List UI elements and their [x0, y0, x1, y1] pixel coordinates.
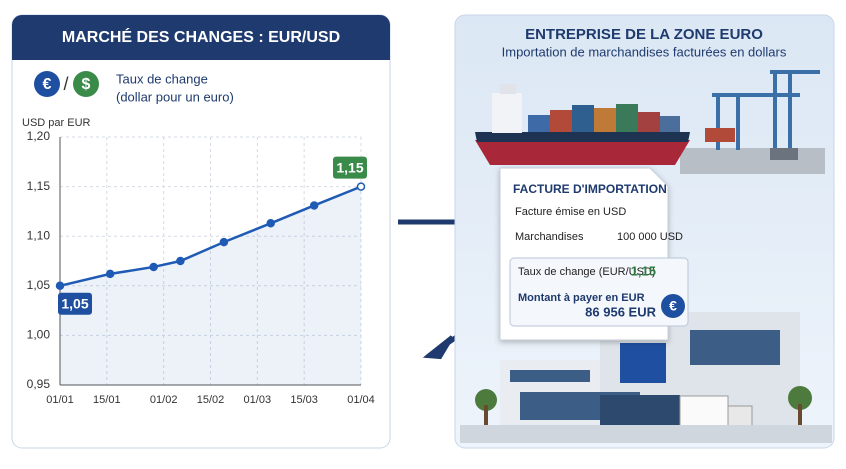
legend-subtitle: (dollar pour un euro) — [116, 89, 234, 104]
x-tick-label: 01/04 — [347, 394, 375, 406]
dollar-icon — [73, 71, 99, 97]
rate-value: 1,15 — [631, 263, 656, 278]
value-label-box — [58, 292, 92, 315]
x-tick-label: 01/03 — [244, 394, 272, 406]
invoice-icon: € — [669, 298, 677, 314]
point — [149, 262, 158, 272]
point — [356, 182, 366, 191]
invoice-note: Facture émise en USD — [515, 206, 626, 218]
point — [105, 269, 115, 279]
pay-label: Montant à payer en EUR — [518, 292, 645, 304]
point — [219, 237, 229, 247]
x-tick-label: 01/01 — [46, 394, 74, 406]
x-tick-label: 15/02 — [197, 394, 225, 406]
pay-amount: 86 956 EUR — [585, 304, 656, 319]
chart-header — [12, 15, 390, 60]
y-tick-label: 1,05 — [27, 278, 51, 292]
company-subtitle: Importation de marchandises facturées en… — [502, 44, 787, 59]
value-label-box — [333, 156, 367, 179]
rate-label: Taux de change (EUR/USD) — [518, 266, 656, 278]
dollar-symbol: $ — [82, 76, 91, 93]
line — [59, 185, 362, 288]
port-illustration — [475, 70, 825, 174]
euro-symbol: € — [43, 76, 52, 93]
area — [60, 186, 361, 385]
building-illustration — [460, 312, 832, 443]
chart-title: MARCHÉ DES CHANGES : EUR/USD — [62, 27, 340, 46]
company-title: ENTREPRISE DE LA ZONE EURO — [525, 26, 763, 43]
point — [55, 281, 65, 291]
goods-label: Marchandises — [515, 231, 584, 243]
value-label: 1,05 — [61, 296, 88, 312]
invoice-title: FACTURE D'IMPORTATION — [513, 182, 667, 196]
x-tick-label: 01/02 — [150, 394, 178, 406]
y-tick-label: 1,20 — [27, 129, 51, 143]
y-tick-label: 1,15 — [27, 179, 51, 193]
point — [266, 219, 275, 228]
x-tick-label: 15/03 — [290, 394, 318, 406]
arrow-head — [422, 335, 454, 360]
plot: 0,95 1,00 1,05 1,10 1,15 1,20 01/01 15/01 01/02 1… — [27, 129, 375, 406]
euro-icon — [34, 71, 60, 97]
x-tick-label: 15/01 — [93, 394, 121, 406]
y-tick-label: 0,95 — [27, 377, 51, 391]
y-tick-label: 1,10 — [27, 228, 51, 242]
point — [309, 201, 319, 210]
value-label: 1,15 — [336, 159, 363, 175]
slash: / — [63, 74, 68, 94]
y-tick-label: 1,00 — [27, 328, 51, 342]
y-axis-label: USD par EUR — [22, 117, 91, 129]
legend-title: Taux de change — [116, 71, 208, 86]
point — [176, 256, 185, 266]
goods-amount: 100 000 USD — [617, 231, 683, 243]
invoice: FACTURE D'IMPORTATION Facture émise en U… — [499, 167, 689, 341]
